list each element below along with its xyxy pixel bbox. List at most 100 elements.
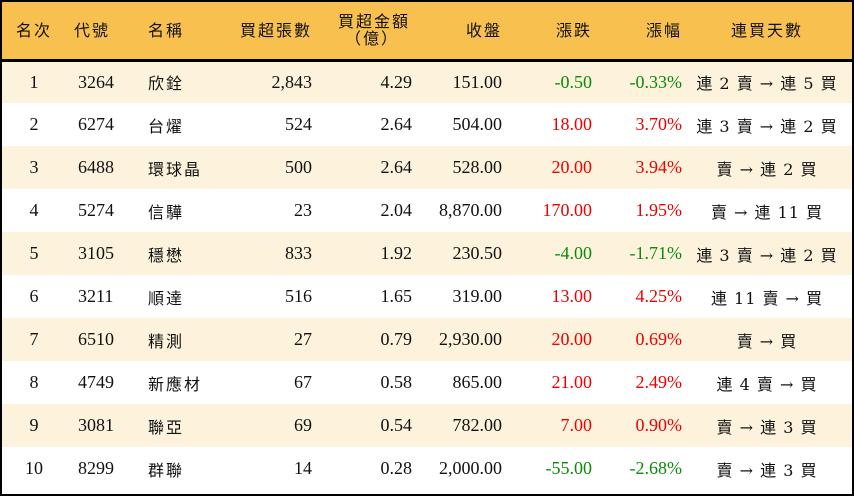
cell-rank: 7 [29, 329, 39, 349]
header-close: 收盤 [465, 20, 502, 40]
cell-net-buy-amount: 0.79 [380, 329, 413, 349]
cell-change: 7.00 [560, 415, 593, 435]
table-row: 7 6510 精測 27 0.79 2,930.00 20.00 0.69% 賣… [2, 318, 852, 361]
cell-streak: 連 11 賣 → 買 [710, 288, 824, 308]
table-row: 3 6488 環球晶 500 2.64 528.00 20.00 3.94% 賣… [2, 146, 852, 189]
cell-net-buy-lots: 67 [294, 372, 312, 392]
header-row: 名次 代號 名稱 買超張數 買超金額 （億） 收盤 漲跌 漲幅 連買天數 [2, 2, 852, 60]
cell-net-buy-amount: 1.92 [380, 243, 413, 263]
cell-change-pct: 4.25% [635, 286, 683, 306]
cell-change-pct: 0.90% [635, 415, 683, 435]
cell-code: 3264 [78, 71, 114, 92]
cell-change: 170.00 [542, 200, 593, 220]
table-row: 9 3081 聯亞 69 0.54 782.00 7.00 0.90% 賣 → … [2, 404, 852, 447]
cell-change: 18.00 [551, 114, 593, 134]
cell-net-buy-amount: 0.58 [380, 372, 413, 392]
cell-net-buy-lots: 833 [285, 243, 312, 263]
cell-change: -0.50 [554, 71, 593, 92]
cell-close: 782.00 [452, 415, 503, 435]
cell-rank: 1 [29, 71, 39, 92]
cell-net-buy-lots: 2,843 [271, 71, 313, 92]
cell-change-pct: 2.49% [635, 372, 683, 392]
cell-change-pct: -2.68% [629, 458, 683, 478]
cell-name: 環球晶 [148, 159, 203, 179]
cell-streak: 賣 → 連 2 買 [716, 159, 818, 179]
cell-net-buy-lots: 500 [285, 157, 312, 177]
net-buy-ranking-table: 名次 代號 名稱 買超張數 買超金額 （億） 收盤 漲跌 漲幅 連買天數 1 3… [2, 2, 852, 490]
cell-streak: 連 3 賣 → 連 2 買 [696, 245, 838, 265]
cell-close: 2,000.00 [439, 458, 502, 478]
cell-code: 5274 [78, 200, 114, 220]
cell-name: 欣銓 [148, 74, 185, 94]
table-row: 2 6274 台燿 524 2.64 504.00 18.00 3.70% 連 … [2, 103, 852, 146]
cell-rank: 10 [25, 458, 43, 478]
cell-change: 13.00 [551, 286, 593, 306]
cell-net-buy-lots: 516 [285, 286, 312, 306]
cell-rank: 9 [29, 415, 39, 435]
header-rank: 名次 [15, 20, 52, 40]
cell-close: 865.00 [452, 372, 503, 392]
header-streak: 連買天數 [730, 20, 803, 40]
cell-net-buy-lots: 524 [285, 114, 312, 134]
header-net-buy-amount-line1: 買超金額 [337, 12, 410, 32]
cell-change: -55.00 [545, 458, 593, 478]
header-code: 代號 [74, 20, 111, 40]
cell-change-pct: 0.69% [635, 329, 683, 349]
table-row: 4 5274 信驊 23 2.04 8,870.00 170.00 1.95% … [2, 189, 852, 232]
table-row: 10 8299 群聯 14 0.28 2,000.00 -55.00 -2.68… [2, 447, 852, 490]
cell-close: 230.50 [452, 243, 503, 263]
table-body: 1 3264 欣銓 2,843 4.29 151.00 -0.50 -0.33%… [2, 60, 852, 490]
cell-net-buy-amount: 2.64 [380, 114, 413, 134]
cell-change-pct: 3.70% [635, 114, 683, 134]
cell-name: 聯亞 [148, 417, 185, 437]
cell-change-pct: -1.71% [629, 243, 683, 263]
cell-streak: 連 4 賣 → 買 [716, 374, 818, 394]
cell-rank: 6 [29, 286, 39, 306]
cell-close: 504.00 [452, 114, 503, 134]
cell-change: 20.00 [551, 157, 593, 177]
cell-close: 528.00 [452, 157, 503, 177]
cell-streak: 連 3 賣 → 連 2 買 [696, 116, 838, 136]
cell-name: 精測 [148, 331, 185, 351]
cell-net-buy-amount: 0.54 [380, 415, 413, 435]
cell-close: 8,870.00 [439, 200, 502, 220]
cell-net-buy-lots: 69 [294, 415, 312, 435]
cell-close: 151.00 [452, 71, 503, 92]
table-row: 5 3105 穩懋 833 1.92 230.50 -4.00 -1.71% 連… [2, 232, 852, 275]
cell-streak: 賣 → 連 3 買 [716, 460, 818, 480]
cell-net-buy-amount: 0.28 [380, 458, 413, 478]
cell-name: 信驊 [148, 202, 185, 222]
cell-code: 4749 [78, 372, 114, 392]
cell-net-buy-amount: 1.65 [380, 286, 413, 306]
header-name: 名稱 [148, 20, 185, 40]
cell-change: -4.00 [554, 243, 593, 263]
cell-rank: 2 [29, 114, 39, 134]
cell-rank: 4 [29, 200, 39, 220]
cell-close: 319.00 [452, 286, 503, 306]
cell-streak: 連 2 賣 → 連 5 買 [696, 74, 838, 94]
cell-streak: 賣 → 連 3 買 [716, 417, 818, 437]
header-net-buy-lots: 買超張數 [239, 20, 312, 40]
cell-code: 3105 [78, 243, 114, 263]
cell-streak: 賣 → 連 11 買 [710, 202, 824, 222]
cell-code: 6510 [78, 329, 114, 349]
cell-net-buy-lots: 27 [294, 329, 312, 349]
cell-net-buy-amount: 2.64 [380, 157, 413, 177]
table-row: 6 3211 順達 516 1.65 319.00 13.00 4.25% 連 … [2, 275, 852, 318]
cell-name: 新應材 [148, 374, 203, 394]
cell-code: 6488 [78, 157, 114, 177]
header-change-pct: 漲幅 [645, 20, 682, 40]
table-row: 1 3264 欣銓 2,843 4.29 151.00 -0.50 -0.33%… [2, 60, 852, 103]
table-row: 8 4749 新應材 67 0.58 865.00 21.00 2.49% 連 … [2, 361, 852, 404]
cell-rank: 3 [29, 157, 39, 177]
header-change: 漲跌 [555, 20, 592, 40]
cell-net-buy-amount: 4.29 [380, 71, 413, 92]
cell-name: 穩懋 [148, 245, 185, 265]
cell-code: 3211 [78, 286, 114, 306]
cell-change: 21.00 [551, 372, 593, 392]
cell-code: 6274 [78, 114, 114, 134]
cell-close: 2,930.00 [439, 329, 502, 349]
cell-net-buy-amount: 2.04 [380, 200, 413, 220]
cell-name: 順達 [148, 288, 185, 308]
